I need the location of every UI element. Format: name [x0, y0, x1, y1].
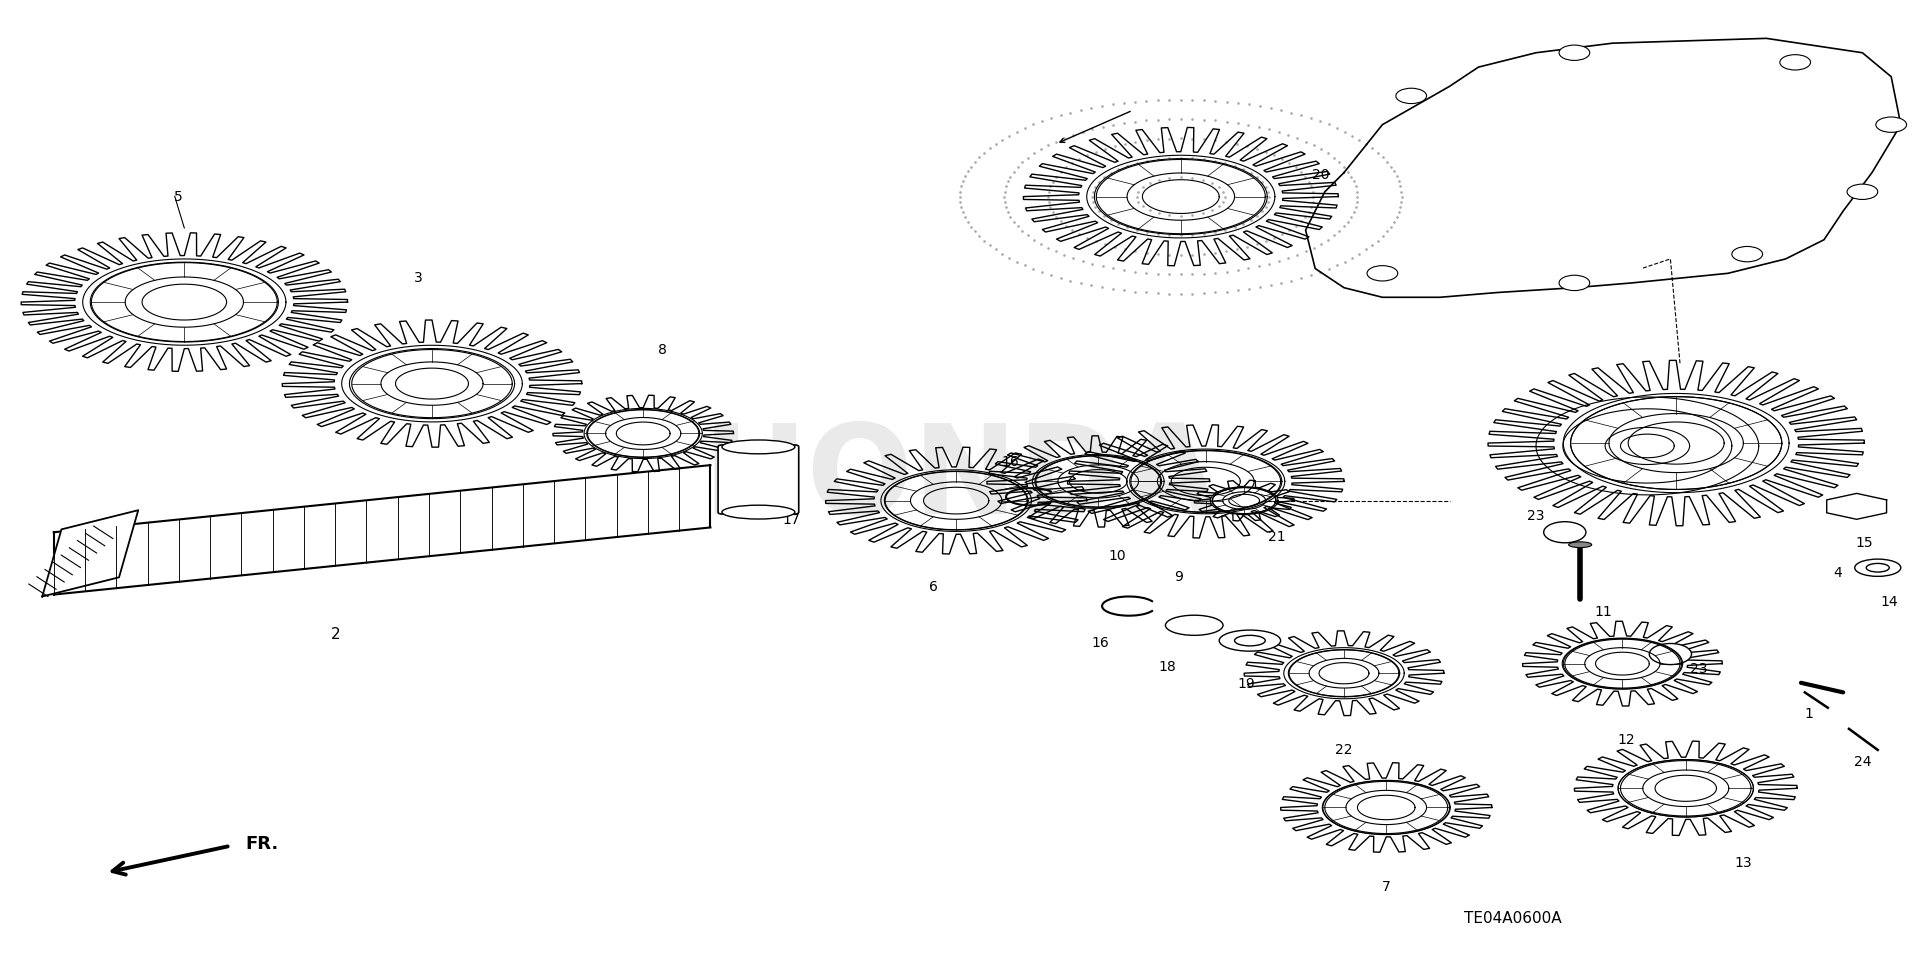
Polygon shape [1826, 493, 1887, 520]
Text: FR.: FR. [246, 835, 278, 853]
Text: 15: 15 [1855, 536, 1874, 550]
Text: 16: 16 [1091, 636, 1110, 649]
Text: 16: 16 [1000, 456, 1020, 469]
Text: 23: 23 [1690, 663, 1709, 676]
Circle shape [1544, 522, 1586, 543]
Text: 22: 22 [1334, 743, 1354, 757]
Text: 17: 17 [781, 513, 801, 526]
Circle shape [1847, 184, 1878, 199]
Text: 7: 7 [1382, 880, 1390, 894]
Text: 13: 13 [1734, 856, 1753, 870]
Circle shape [1649, 643, 1692, 665]
Ellipse shape [1165, 616, 1223, 636]
Text: 23: 23 [1526, 509, 1546, 523]
Text: 19: 19 [1236, 677, 1256, 690]
Text: 8: 8 [659, 343, 666, 357]
Polygon shape [42, 510, 138, 596]
Circle shape [1876, 117, 1907, 132]
Circle shape [1732, 246, 1763, 262]
Circle shape [1559, 45, 1590, 60]
Text: 2: 2 [330, 627, 342, 643]
Text: HONDA: HONDA [703, 419, 1217, 540]
Text: 14: 14 [1880, 596, 1899, 609]
Text: 18: 18 [1158, 660, 1177, 673]
Ellipse shape [1569, 542, 1592, 548]
Circle shape [1559, 275, 1590, 291]
Ellipse shape [1235, 635, 1265, 646]
FancyBboxPatch shape [718, 445, 799, 514]
Polygon shape [54, 465, 710, 595]
Text: TE04A0600A: TE04A0600A [1465, 911, 1561, 926]
Ellipse shape [1219, 630, 1281, 651]
Ellipse shape [722, 505, 795, 519]
Text: 6: 6 [929, 580, 937, 594]
Text: 5: 5 [175, 190, 182, 203]
Ellipse shape [1855, 559, 1901, 576]
Text: 4: 4 [1834, 567, 1841, 580]
Text: 12: 12 [1617, 734, 1636, 747]
Text: 21: 21 [1267, 530, 1286, 544]
Text: 3: 3 [415, 271, 422, 285]
Circle shape [1367, 266, 1398, 281]
Text: 1: 1 [1805, 708, 1812, 721]
Text: 10: 10 [1108, 550, 1127, 563]
Text: 24: 24 [1853, 756, 1872, 769]
Text: 20: 20 [1311, 168, 1331, 181]
Circle shape [1396, 88, 1427, 104]
Ellipse shape [722, 440, 795, 454]
Text: 11: 11 [1594, 605, 1613, 619]
Circle shape [1780, 55, 1811, 70]
Text: 9: 9 [1175, 571, 1183, 584]
Ellipse shape [1866, 563, 1889, 572]
